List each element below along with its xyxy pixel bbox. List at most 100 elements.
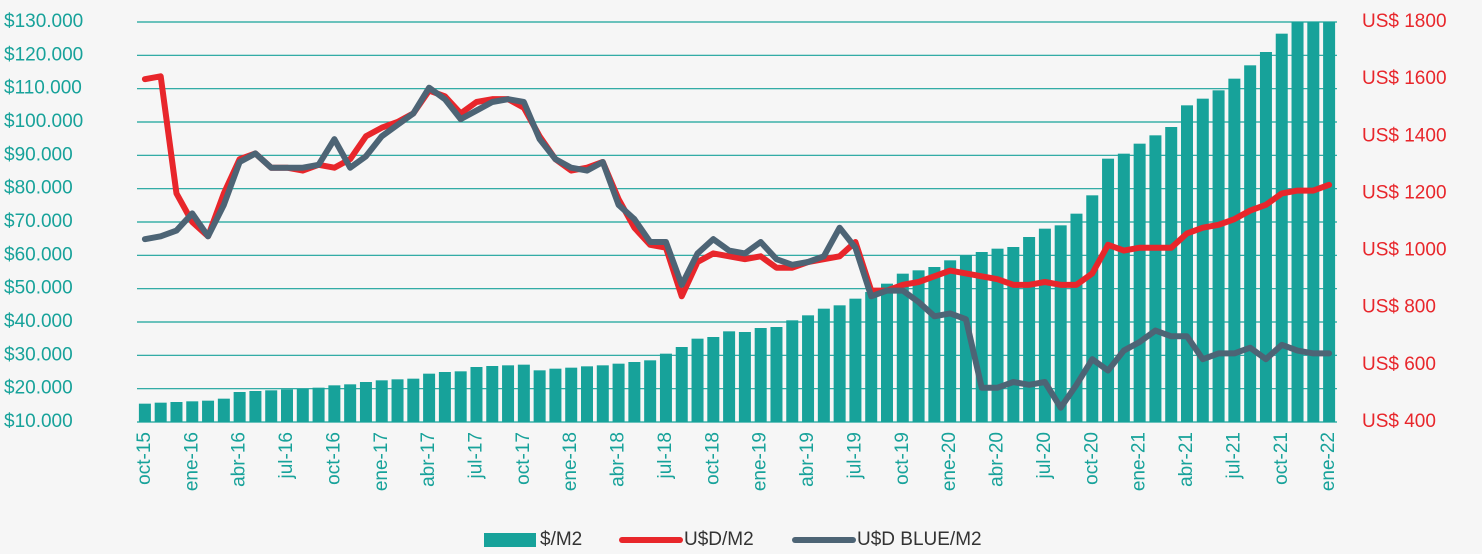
x-tick-label: jul-17 [465,432,486,479]
bar [486,366,499,422]
bar [1259,52,1272,422]
bar [265,390,278,422]
y2-tick-label: US$ 800 [1362,297,1436,318]
x-tick-label: abr-20 [987,432,1008,487]
bar [896,273,909,422]
x-tick-label: jul-16 [276,432,297,479]
y-tick-label: $100.000 [4,111,83,132]
bar [470,367,483,422]
line [141,73,1333,300]
x-tick-label: abr-19 [797,432,818,487]
bar [533,370,546,422]
bar [691,338,704,422]
bar [517,364,530,422]
bar [1149,135,1162,423]
bar [1196,98,1209,423]
bar [217,398,230,422]
bar [738,332,751,422]
y-tick-label: $50.000 [4,278,73,299]
bar [1275,33,1288,423]
bar [1244,65,1257,422]
bar [991,248,1004,422]
bar [1102,158,1115,422]
bar [849,298,862,422]
bar [1070,213,1083,422]
y2-tick-label: US$ 1800 [1362,11,1447,32]
bar [502,365,515,422]
y-tick-label: $20.000 [4,378,73,399]
bar [1086,195,1099,422]
y-tick-label: $120.000 [4,44,83,65]
bar [170,402,183,422]
bar [249,391,262,422]
x-tick-label: oct-19 [892,432,913,485]
y-tick-label: $130.000 [4,11,83,32]
bar [359,382,372,422]
x-tick-label: jul-18 [655,432,676,479]
bar [1291,22,1304,422]
bar [786,320,799,422]
bar [865,292,878,422]
y2-tick-label: US$ 1600 [1362,68,1447,89]
x-tick-label: ene-22 [1318,432,1339,491]
x-tick-label: jul-20 [1034,432,1055,479]
bar [438,372,451,422]
x-tick-label: ene-18 [560,432,581,491]
bar [138,403,151,422]
bar [375,380,388,422]
bar [565,367,578,422]
bar [612,363,625,422]
y2-tick-label: US$ 1200 [1362,182,1447,203]
x-tick-label: jul-19 [844,432,865,479]
bar [154,402,167,422]
y-tick-label: $90.000 [4,144,73,165]
bar [928,267,941,422]
bar [644,360,657,422]
y-tick-label: $70.000 [4,211,73,232]
y2-tick-label: US$ 600 [1362,354,1436,375]
x-tick-label: oct-20 [1081,432,1102,485]
bar [1165,127,1178,422]
legend-label: U$D/M2 [684,529,754,550]
x-tick-label: abr-16 [229,432,250,487]
bar [407,378,420,422]
y-tick-label: $80.000 [4,178,73,199]
bar [912,270,925,422]
x-tick-label: abr-17 [418,432,439,487]
bar [1228,78,1241,423]
bar [1038,228,1051,422]
bar [1054,225,1067,422]
bar [423,373,436,422]
bar [707,337,720,422]
bar [1307,22,1320,422]
bar [1023,237,1036,422]
bar [628,362,641,422]
y-tick-label: $40.000 [4,311,73,332]
bar [754,328,767,422]
bar [233,392,246,422]
x-tick-label: ene-16 [181,432,202,491]
y-tick-label: $30.000 [4,344,73,365]
bar [312,387,325,422]
x-tick-label: oct-17 [513,432,534,485]
bar [802,315,815,422]
x-tick-label: oct-15 [134,432,155,485]
x-tick-label: ene-20 [939,432,960,491]
y-tick-label: $110.000 [4,78,82,99]
bar [1181,105,1193,422]
bar [281,389,293,422]
x-tick-label: ene-21 [1129,432,1150,491]
bar [1007,247,1020,422]
bar [202,400,215,422]
x-tick-label: jul-21 [1223,432,1244,479]
bar [944,260,957,422]
x-tick-label: ene-17 [371,432,392,491]
bar [344,384,357,422]
x-tick-label: abr-18 [608,432,629,487]
x-tick-label: abr-21 [1176,432,1197,487]
bar [1212,90,1225,422]
bar [675,347,688,422]
x-tick-label: ene-19 [750,432,771,491]
bar [1117,153,1130,422]
bar [817,308,830,422]
